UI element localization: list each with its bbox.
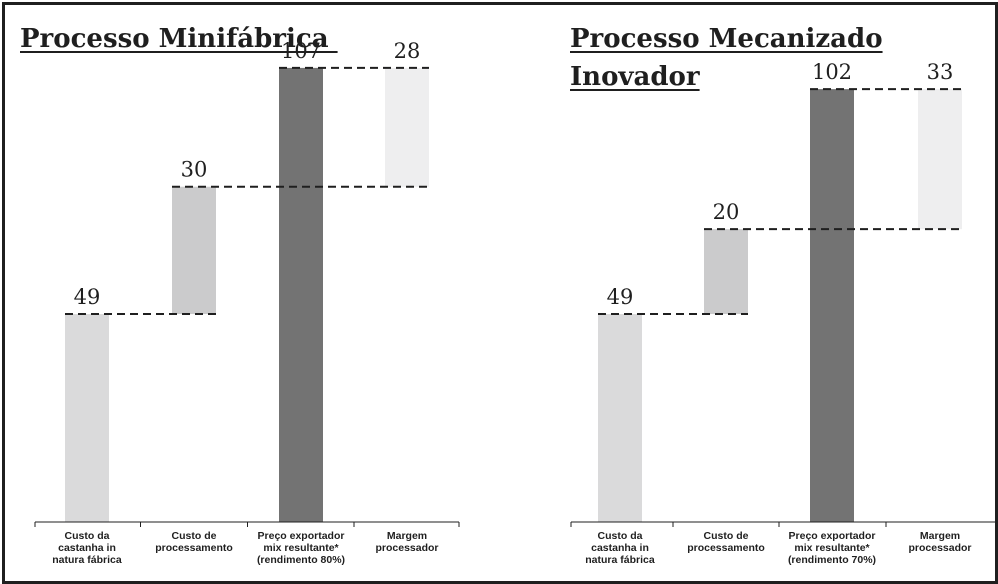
data-label-2: 20 xyxy=(713,200,740,224)
x-tick-label-line: processamento xyxy=(155,542,233,554)
x-tick-label-line: (rendimento 80%) xyxy=(257,554,345,566)
x-tick-label-line: castanha in xyxy=(58,542,116,554)
x-tick-label-line: Custo da xyxy=(65,530,110,542)
bar-4 xyxy=(385,67,429,187)
x-tick-label-1: Custo da castanha in natura fábrica xyxy=(585,530,655,566)
bar-1 xyxy=(65,314,109,522)
x-tick-label-2: Custo de processamento xyxy=(687,530,765,554)
data-label-4: 28 xyxy=(394,39,421,63)
chart-title-line-2: Inovador xyxy=(570,62,700,92)
bar-4 xyxy=(918,89,962,230)
chart-panel-mecanizado: Processo Mecanizado Inovador 49 20 102 33 Cu… xyxy=(500,0,998,584)
x-tick-label-4: Margem processador xyxy=(375,530,438,554)
chart-panel-minifabrica: Processo Minifábrica 49 30 107 28 Custo da ca… xyxy=(20,24,460,566)
waterfall-chart-mecanizado: 49 20 102 33 Custo da castanha in natura fábri… xyxy=(570,60,997,566)
x-tick-label-line: processador xyxy=(375,542,438,554)
chart-title: Processo Minifábrica xyxy=(20,24,338,54)
waterfall-chart-minifabrica: 49 30 107 28 Custo da castanha in natura fábri… xyxy=(34,39,460,566)
data-label-2: 30 xyxy=(181,158,208,182)
x-tick-label-3: Preço exportador mix resultante* (rendimen… xyxy=(257,530,345,566)
data-label-1: 49 xyxy=(74,285,101,309)
x-tick-label-line: processador xyxy=(908,542,971,554)
data-label-1: 49 xyxy=(607,285,634,309)
x-tick-label-2: Custo de processamento xyxy=(155,530,233,554)
bar-2 xyxy=(704,229,748,315)
x-tick-label-3: Preço exportador mix resultante* (rendimen… xyxy=(788,530,876,566)
x-tick-label-1: Custo da castanha in natura fábrica xyxy=(52,530,122,566)
data-label-3: 102 xyxy=(812,60,852,84)
x-tick-label-line: natura fábrica xyxy=(52,554,122,566)
x-tick-label-line: mix resultante* xyxy=(263,542,339,554)
x-tick-label-line: (rendimento 70%) xyxy=(788,554,876,566)
x-tick-label-line: Preço exportador xyxy=(789,530,876,542)
bar-1 xyxy=(598,314,642,522)
x-tick-label-line: natura fábrica xyxy=(585,554,655,566)
bar-2 xyxy=(172,186,216,315)
x-tick-label-line: Margem xyxy=(387,530,427,542)
x-tick-label-line: Custo de xyxy=(172,530,217,542)
x-tick-label-line: Custo de xyxy=(704,530,749,542)
data-label-4: 33 xyxy=(927,60,954,84)
bar-3 xyxy=(279,67,323,522)
x-tick-label-line: castanha in xyxy=(591,542,649,554)
x-tick-label-4: Margem processador xyxy=(908,530,971,554)
chart-title-line-1: Processo Mecanizado xyxy=(570,24,883,54)
x-tick-label-line: processamento xyxy=(687,542,765,554)
x-tick-label-line: Margem xyxy=(920,530,960,542)
data-label-3: 107 xyxy=(281,39,321,63)
x-tick-label-line: Custo da xyxy=(598,530,643,542)
bar-3 xyxy=(810,89,854,522)
x-tick-label-line: mix resultante* xyxy=(794,542,870,554)
x-tick-label-line: Preço exportador xyxy=(258,530,345,542)
